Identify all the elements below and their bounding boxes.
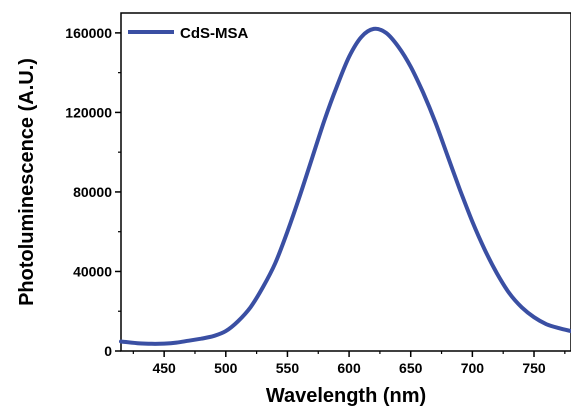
y-axis: 0 40000 80000 120000 160000 — [65, 25, 121, 359]
series-line-cds-msa — [119, 26, 571, 346]
x-tick-label: 500 — [214, 360, 238, 376]
plot-frame — [120, 12, 571, 352]
legend: CdS-MSA — [128, 25, 248, 42]
x-tick-label: 650 — [399, 360, 423, 376]
x-tick-label: 550 — [276, 360, 300, 376]
legend-label: CdS-MSA — [180, 25, 248, 42]
y-tick-label: 120000 — [65, 104, 112, 120]
x-tick-label: 700 — [461, 360, 485, 376]
x-tick-label: 750 — [522, 360, 546, 376]
y-tick-label: 80000 — [73, 184, 112, 200]
x-axis-title: Wavelength (nm) — [266, 385, 426, 407]
y-axis-title: Photoluminescence (A.U.) — [16, 58, 38, 306]
x-axis: 450 500 550 600 650 700 750 — [132, 351, 566, 376]
y-tick-label: 40000 — [73, 263, 112, 279]
y-tick-label: 0 — [104, 343, 112, 359]
x-tick-label: 600 — [337, 360, 361, 376]
y-tick-label: 160000 — [65, 25, 112, 41]
x-tick-label: 450 — [152, 360, 176, 376]
